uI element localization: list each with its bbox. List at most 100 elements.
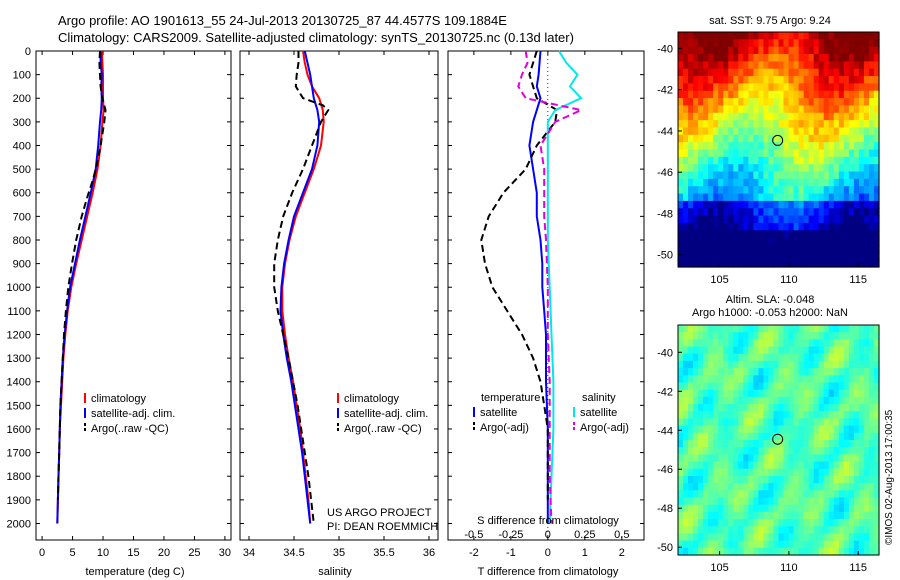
map-cell (828, 368, 835, 376)
map-cell (683, 142, 689, 151)
map-cell (803, 83, 810, 92)
map-cell (728, 76, 734, 84)
map-cell (868, 164, 875, 173)
map-cell (798, 178, 805, 187)
map-cell (803, 418, 810, 427)
map-cell (678, 533, 684, 542)
map-cell (743, 526, 749, 535)
map-cell (723, 511, 729, 520)
map-cell (798, 61, 805, 70)
map-cell (783, 120, 790, 129)
map-cell (713, 547, 719, 556)
map-cell (848, 425, 855, 434)
map-cell (763, 519, 770, 527)
map-cell (858, 171, 865, 180)
map-cell (773, 454, 780, 463)
map-cell (763, 98, 770, 107)
map-cell (713, 252, 719, 261)
map-cell (763, 39, 770, 48)
map-cell (723, 252, 729, 261)
map-cell (743, 164, 749, 173)
map-cell (708, 32, 714, 40)
map-cell (698, 98, 704, 107)
map-cell (683, 200, 689, 209)
map-cell (808, 511, 815, 520)
map-cell (833, 76, 840, 84)
map-cell (733, 68, 739, 77)
map-cell (688, 112, 694, 121)
map-cell (688, 540, 694, 549)
map-cell (788, 127, 795, 136)
map-cell (818, 193, 825, 202)
map-cell (828, 490, 835, 499)
map-cell (753, 396, 760, 405)
map-cell (813, 353, 820, 362)
map-cell (738, 134, 744, 143)
map-cell (813, 533, 820, 542)
map-cell (758, 468, 765, 477)
map-cell (693, 90, 699, 99)
map-cell (738, 382, 744, 391)
map-cell (693, 519, 699, 527)
map-cell (828, 112, 835, 121)
map-cell (818, 475, 825, 484)
map-cell (733, 98, 739, 107)
map-cell (773, 360, 780, 369)
y-tick-label: 2000 (7, 518, 31, 530)
map-cell (783, 389, 790, 398)
map-cell (768, 504, 775, 513)
map-cell (818, 468, 825, 477)
map-cell (843, 389, 850, 398)
map-cell (838, 54, 845, 62)
map-cell (873, 497, 880, 506)
map-cell (823, 375, 830, 384)
map-cell (758, 339, 765, 348)
map-cell (843, 200, 850, 209)
map-cell (783, 332, 790, 340)
map-cell (793, 222, 800, 231)
map-cell (688, 200, 694, 209)
map-cell (833, 325, 840, 333)
map-cell (858, 440, 865, 448)
map-cell (833, 360, 840, 369)
map-cell (813, 396, 820, 405)
map-cell (848, 54, 855, 62)
map-cell (873, 142, 880, 151)
map-cell (823, 76, 830, 84)
map-cell (693, 178, 699, 187)
map-cell (853, 339, 860, 348)
map-cell (708, 120, 714, 129)
map-cell (778, 171, 785, 180)
map-cell (873, 222, 880, 231)
map-cell (773, 61, 780, 70)
map-cell (828, 375, 835, 384)
map-cell (838, 382, 845, 391)
map-cell (738, 432, 744, 441)
map-cell (768, 244, 775, 253)
map-cell (823, 252, 830, 261)
map-cell (738, 149, 744, 158)
map-cell (813, 440, 820, 448)
map-cell (718, 83, 724, 92)
map-cell (733, 244, 739, 253)
map-cell (693, 200, 699, 209)
map-cell (828, 39, 835, 48)
map-cell (803, 404, 810, 412)
map-cell (743, 171, 749, 180)
map-cell (823, 432, 830, 441)
map-cell (853, 222, 860, 231)
map-cell (793, 193, 800, 202)
map-cell (743, 186, 749, 195)
map-cell (713, 142, 719, 151)
map-cell (713, 339, 719, 348)
map-cell (743, 519, 749, 527)
map-cell (838, 252, 845, 261)
map-cell (858, 447, 865, 455)
map-cell (763, 127, 770, 136)
map-cell (828, 208, 835, 217)
map-cell (813, 156, 820, 165)
map-cell (828, 32, 835, 40)
map-cell (693, 360, 699, 369)
map-cell (678, 244, 684, 253)
map-cell (833, 208, 840, 217)
